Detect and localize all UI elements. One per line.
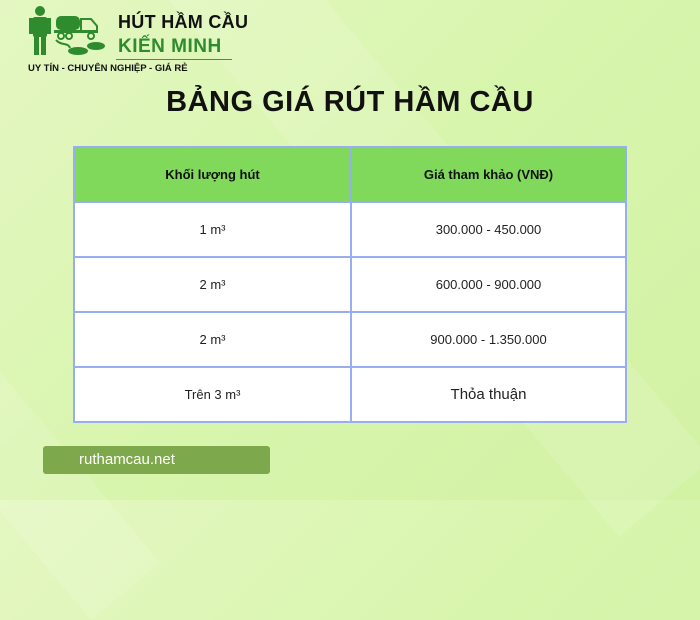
cell-price: Thỏa thuận [350,366,627,423]
table-row: Trên 3 m³ Thỏa thuận [73,366,627,423]
website-link[interactable]: ruthamcau.net [43,446,270,474]
cell-volume: 2 m³ [73,311,352,368]
header-price: Giá tham khảo (VNĐ) [350,146,627,203]
table-header-row: Khối lượng hút Giá tham khảo (VNĐ) [73,146,627,203]
cell-price: 600.000 - 900.000 [350,256,627,313]
price-table: Khối lượng hút Giá tham khảo (VNĐ) 1 m³ … [73,146,627,423]
cell-price: 300.000 - 450.000 [350,201,627,258]
table-row: 2 m³ 900.000 - 1.350.000 [73,311,627,368]
cell-volume: 2 m³ [73,256,352,313]
cell-price: 900.000 - 1.350.000 [350,311,627,368]
logo-divider [116,59,232,60]
logo: HÚT HẦM CẦU KIẾN MINH UY TÍN - CHUYÊN NG… [26,4,248,76]
page-title: BẢNG GIÁ RÚT HẦM CẦU [166,86,534,118]
worker-truck-icon [29,6,105,55]
cell-volume: Trên 3 m³ [73,366,352,423]
cell-volume: 1 m³ [73,201,352,258]
logo-line1: HÚT HẦM CẦU [118,12,249,32]
logo-line2: KIẾN MINH [118,36,222,57]
header-volume: Khối lượng hút [73,146,352,203]
table-row: 2 m³ 600.000 - 900.000 [73,256,627,313]
logo-tagline: UY TÍN - CHUYÊN NGHIỆP - GIÁ RẺ [28,63,188,74]
table-row: 1 m³ 300.000 - 450.000 [73,201,627,258]
